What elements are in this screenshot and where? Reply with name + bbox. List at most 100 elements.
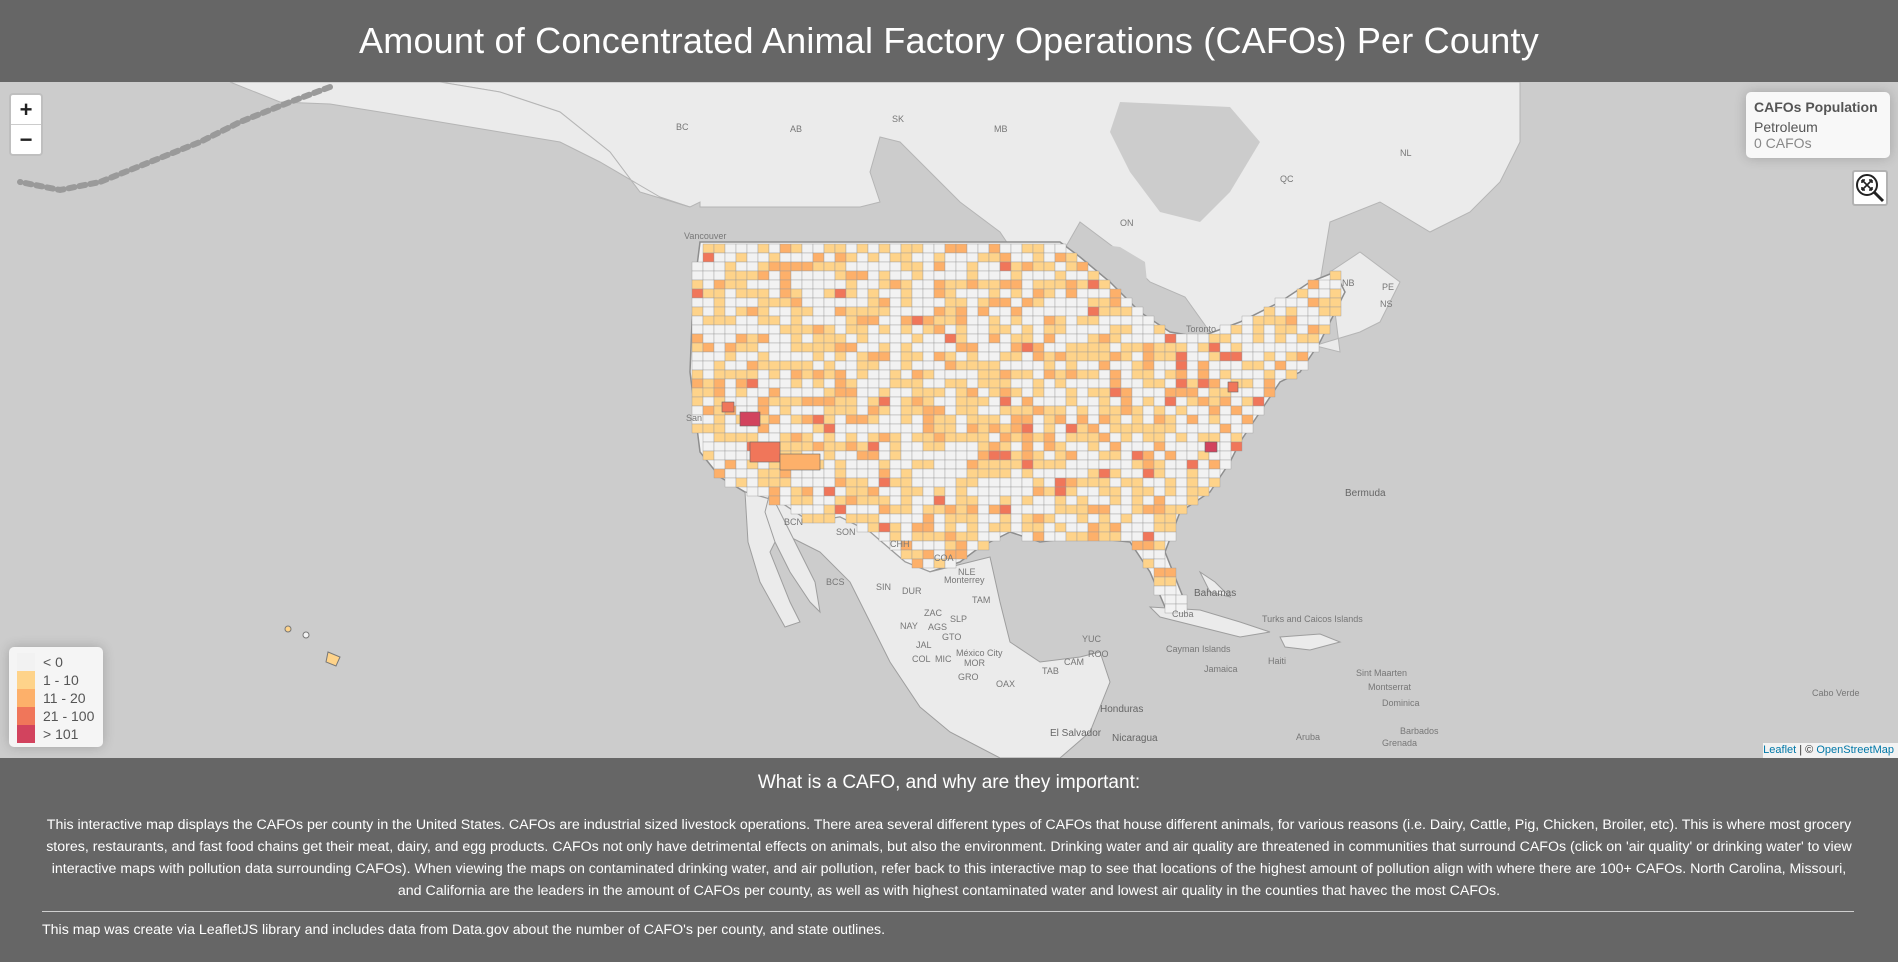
county-cell[interactable] (955, 270, 968, 281)
county-cell[interactable] (779, 486, 792, 497)
county-cell[interactable] (955, 306, 968, 317)
county-cell[interactable] (1021, 396, 1034, 407)
county-cell[interactable] (1164, 594, 1177, 605)
county-cell[interactable] (1230, 396, 1243, 407)
county-cell[interactable] (1076, 450, 1089, 461)
county-cell[interactable] (1329, 279, 1342, 290)
county-cell[interactable] (1054, 477, 1067, 488)
county-cell[interactable] (1054, 450, 1067, 461)
county-cell[interactable] (713, 360, 726, 371)
county-cell[interactable] (944, 243, 957, 254)
county-cell[interactable] (1065, 324, 1078, 335)
county-cell[interactable] (1296, 351, 1309, 362)
county-cell[interactable] (878, 396, 891, 407)
county-cell[interactable] (1032, 297, 1045, 308)
county-cell[interactable] (867, 405, 880, 416)
county-cell[interactable] (1065, 450, 1078, 461)
county-cell[interactable] (1098, 378, 1111, 389)
county-cell[interactable] (1329, 306, 1342, 317)
county-cell[interactable] (1142, 549, 1155, 560)
county-cell[interactable] (1274, 333, 1287, 344)
county-cell[interactable] (889, 324, 902, 335)
county-cell[interactable] (1076, 423, 1089, 434)
county-cell[interactable] (878, 486, 891, 497)
county-cell[interactable] (988, 531, 1001, 542)
county-cell[interactable] (779, 387, 792, 398)
county-cell[interactable] (702, 252, 715, 263)
county-cell[interactable] (801, 432, 814, 443)
county-cell[interactable] (856, 432, 869, 443)
county-cell[interactable] (955, 549, 968, 560)
county-cell[interactable] (867, 441, 880, 452)
county-cell[interactable] (1186, 477, 1199, 488)
county-cell[interactable] (1197, 459, 1210, 470)
county-cell[interactable] (1054, 297, 1067, 308)
county-cell[interactable] (746, 288, 759, 299)
county-cell[interactable] (977, 360, 990, 371)
county-cell[interactable] (790, 342, 803, 353)
county-cell[interactable] (867, 369, 880, 380)
county-cell[interactable] (1065, 495, 1078, 506)
county-cell[interactable] (889, 252, 902, 263)
county-cell[interactable] (1054, 279, 1067, 290)
county-cell[interactable] (812, 423, 825, 434)
county-cell[interactable] (1043, 306, 1056, 317)
county-cell[interactable] (944, 252, 957, 263)
county-cell[interactable] (944, 441, 957, 452)
county-cell[interactable] (988, 324, 1001, 335)
county-cell[interactable] (1087, 306, 1100, 317)
county-cell[interactable] (1120, 468, 1133, 479)
county-cell[interactable] (1120, 351, 1133, 362)
county-cell[interactable] (834, 288, 847, 299)
county-cell[interactable] (889, 297, 902, 308)
county-cell[interactable] (933, 540, 946, 551)
county-cell[interactable] (1208, 387, 1221, 398)
county-cell[interactable] (1131, 351, 1144, 362)
county-cell[interactable] (1219, 432, 1232, 443)
county-cell[interactable] (801, 342, 814, 353)
county-cell[interactable] (1131, 414, 1144, 425)
county-cell[interactable] (1164, 360, 1177, 371)
county-cell[interactable] (867, 270, 880, 281)
county-cell[interactable] (790, 243, 803, 254)
county-cell[interactable] (922, 414, 935, 425)
county-cell[interactable] (867, 279, 880, 290)
county-cell[interactable] (834, 369, 847, 380)
county-cell[interactable] (845, 396, 858, 407)
county-cell[interactable] (1043, 486, 1056, 497)
county-cell[interactable] (944, 261, 957, 272)
county-cell[interactable] (823, 441, 836, 452)
county-cell[interactable] (1164, 504, 1177, 515)
county-cell[interactable] (768, 342, 781, 353)
county-cell[interactable] (691, 378, 704, 389)
county-cell[interactable] (746, 270, 759, 281)
county-cell[interactable] (1032, 468, 1045, 479)
county-cell[interactable] (933, 378, 946, 389)
county-cell[interactable] (1109, 432, 1122, 443)
county-cell[interactable] (1109, 405, 1122, 416)
county-cell[interactable] (713, 243, 726, 254)
county-cell[interactable] (977, 378, 990, 389)
county-cell[interactable] (801, 441, 814, 452)
county-cell[interactable] (988, 396, 1001, 407)
county-cell[interactable] (878, 387, 891, 398)
county-cell[interactable] (724, 297, 737, 308)
county-cell-hotspot[interactable] (1227, 381, 1239, 393)
county-cell[interactable] (889, 378, 902, 389)
county-cell[interactable] (1131, 486, 1144, 497)
county-cell[interactable] (1087, 486, 1100, 497)
county-cell[interactable] (1285, 369, 1298, 380)
county-cell[interactable] (790, 270, 803, 281)
county-cell[interactable] (845, 486, 858, 497)
county-cell[interactable] (713, 468, 726, 479)
county-cell[interactable] (944, 513, 957, 524)
county-cell[interactable] (1054, 333, 1067, 344)
county-cell[interactable] (801, 288, 814, 299)
county-cell[interactable] (1175, 495, 1188, 506)
county-cell[interactable] (922, 270, 935, 281)
county-cell[interactable] (1087, 432, 1100, 443)
county-cell[interactable] (801, 306, 814, 317)
county-cell[interactable] (966, 432, 979, 443)
county-cell[interactable] (702, 270, 715, 281)
county-cell[interactable] (1252, 387, 1265, 398)
